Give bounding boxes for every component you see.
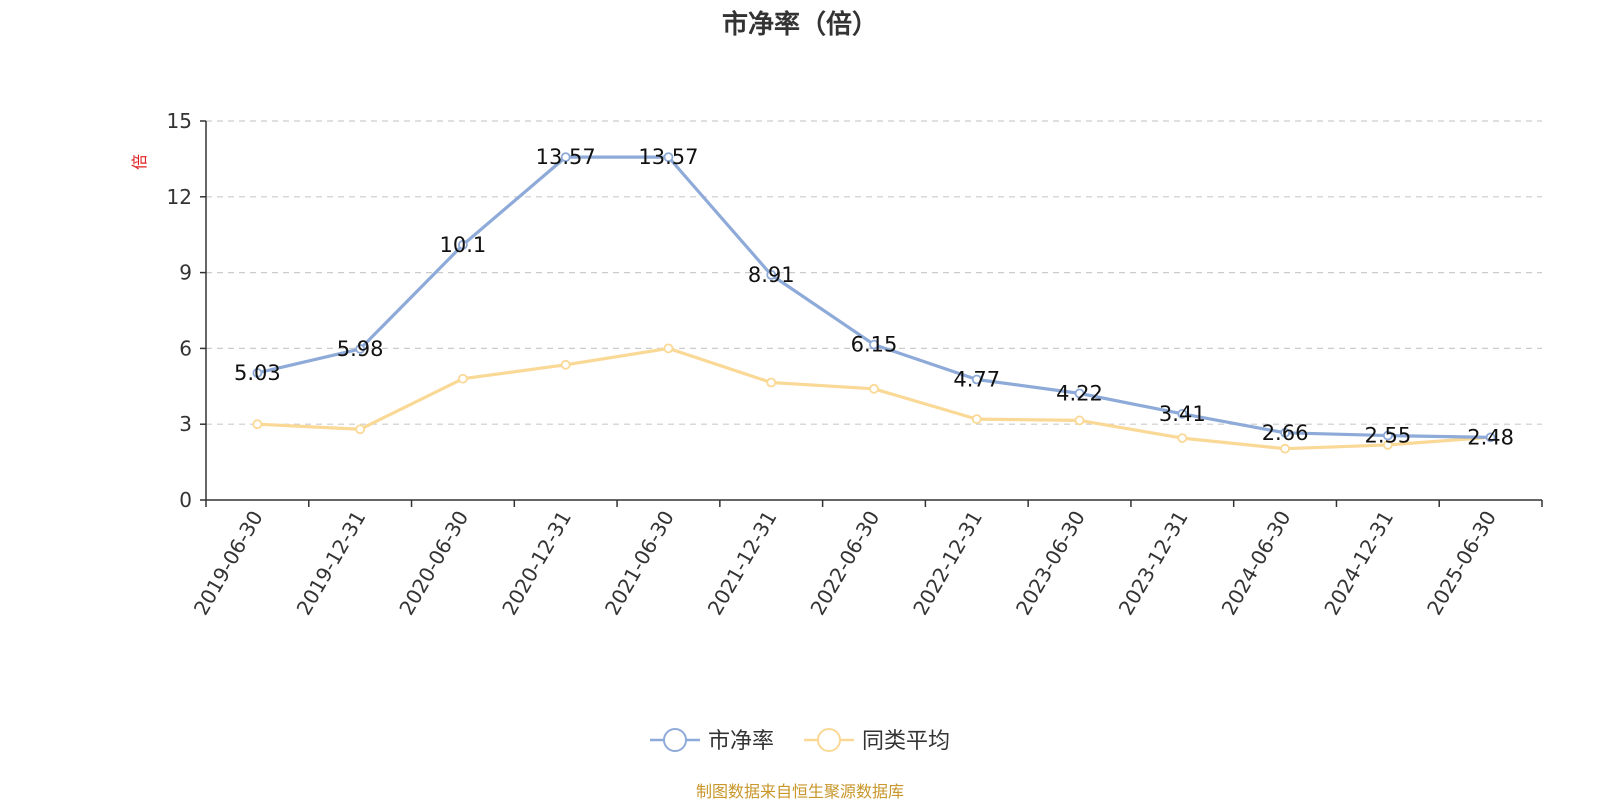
x-tick-label-2024-06-30: 2024-06-30 [1217,507,1296,620]
legend-label-pb-ratio: 市净率 [708,729,774,754]
point-pb-ratio-2021-12-31 [766,269,777,280]
x-tick-label-2023-12-31: 2023-12-31 [1114,507,1193,620]
data-label-2020-12-31: 13.57 [536,145,596,169]
y-axis-label: 倍 [130,154,149,170]
point-pb-ratio-2020-12-31 [560,152,571,163]
point-pb-ratio-2019-12-31 [355,344,366,354]
point-peer-average-2024-06-30 [1280,443,1290,454]
x-tick-label-2019-12-31: 2019-12-31 [292,507,371,620]
point-pb-ratio-2022-06-30 [869,339,879,350]
data-label-2022-12-31: 4.77 [953,367,1000,391]
chart-title: 市净率（倍） [721,10,878,40]
legend-item-peer-average[interactable]: 同类平均 [804,728,950,754]
data-label-2021-06-30: 13.57 [638,145,698,169]
legend-item-pb-ratio[interactable]: 市净率 [650,728,774,754]
x-tick-label-2025-06-30: 2025-06-30 [1422,507,1501,620]
x-axis-ticks: 2019-06-30 2019-12-31 2020-06-30 2020-12-31… [189,500,1543,620]
legend-label-peer-average: 同类平均 [862,729,950,754]
point-pb-ratio-2023-12-31 [1177,408,1188,419]
legend-swatch-marker-pb-ratio [663,728,687,752]
x-tick-label-2021-06-30: 2021-06-30 [600,507,679,620]
data-label-2023-06-30: 4.22 [1056,381,1103,405]
data-label-2020-06-30: 10.1 [440,233,487,257]
y-tick-label-3: 3 [179,412,192,436]
source-note: 制图数据来自恒生聚源数据库 [695,782,904,801]
data-labels: 5.03 5.98 10.1 13.57 13.57 8.91 6.15 4.77 4.22 3.… [234,145,1514,449]
data-label-2024-06-30: 2.66 [1262,421,1309,445]
legend-swatch-marker-peer-average [817,728,841,752]
grid-lines [206,120,1542,425]
point-peer-average-2019-06-30 [252,419,263,430]
series-lines [252,152,1496,454]
point-pb-ratio-2024-06-30 [1280,427,1290,438]
point-peer-average-2020-12-31 [560,359,571,370]
point-peer-average-2022-12-31 [971,414,982,425]
point-pb-ratio-2022-12-31 [971,374,982,385]
point-peer-average-2021-12-31 [766,377,777,388]
x-tick-label-2019-06-30: 2019-06-30 [189,507,268,620]
data-label-2023-12-31: 3.41 [1159,402,1206,426]
point-pb-ratio-2021-06-30 [663,152,674,163]
point-peer-average-2024-12-31 [1382,440,1393,450]
legend: 市净率 同类平均 [650,728,950,754]
data-label-2019-06-30: 5.03 [234,361,281,385]
point-pb-ratio-2020-06-30 [458,239,468,250]
point-pb-ratio-2019-06-30 [252,368,263,378]
data-label-2022-06-30: 6.15 [851,333,898,357]
point-peer-average-2023-06-30 [1074,415,1085,426]
point-peer-average-2022-06-30 [869,383,879,394]
point-peer-average-2021-06-30 [663,343,674,354]
y-tick-label-15: 15 [167,109,192,133]
x-tick-label-2020-12-31: 2020-12-31 [497,507,576,620]
series-line-pb-ratio [257,155,1491,439]
point-peer-average-2023-12-31 [1177,433,1188,443]
point-peer-average-2020-06-30 [458,373,468,384]
data-label-2021-12-31: 8.91 [748,263,795,287]
data-label-2024-12-31: 2.55 [1364,424,1411,448]
point-pb-ratio-2023-06-30 [1074,388,1085,399]
x-tick-label-2023-06-30: 2023-06-30 [1011,507,1090,620]
data-label-2019-12-31: 5.98 [337,337,384,361]
y-tick-label-0: 0 [179,488,192,512]
point-pb-ratio-2024-12-31 [1382,430,1393,441]
x-tick-label-2024-12-31: 2024-12-31 [1319,507,1398,620]
y-tick-label-9: 9 [179,261,192,285]
point-peer-average-2019-12-31 [355,424,366,435]
y-tick-label-6: 6 [179,336,192,360]
x-tick-label-2022-06-30: 2022-06-30 [805,507,884,620]
point-pb-ratio-2025-06-30 [1485,432,1496,443]
y-axis-ticks: 0 3 6 9 12 15 [167,109,206,512]
axes [205,121,1542,501]
y-tick-label-12: 12 [167,185,192,209]
x-tick-label-2021-12-31: 2021-12-31 [703,507,782,620]
x-tick-label-2020-06-30: 2020-06-30 [394,507,473,620]
x-tick-label-2022-12-31: 2022-12-31 [908,507,987,620]
data-label-2025-06-30: 2.48 [1467,425,1514,449]
